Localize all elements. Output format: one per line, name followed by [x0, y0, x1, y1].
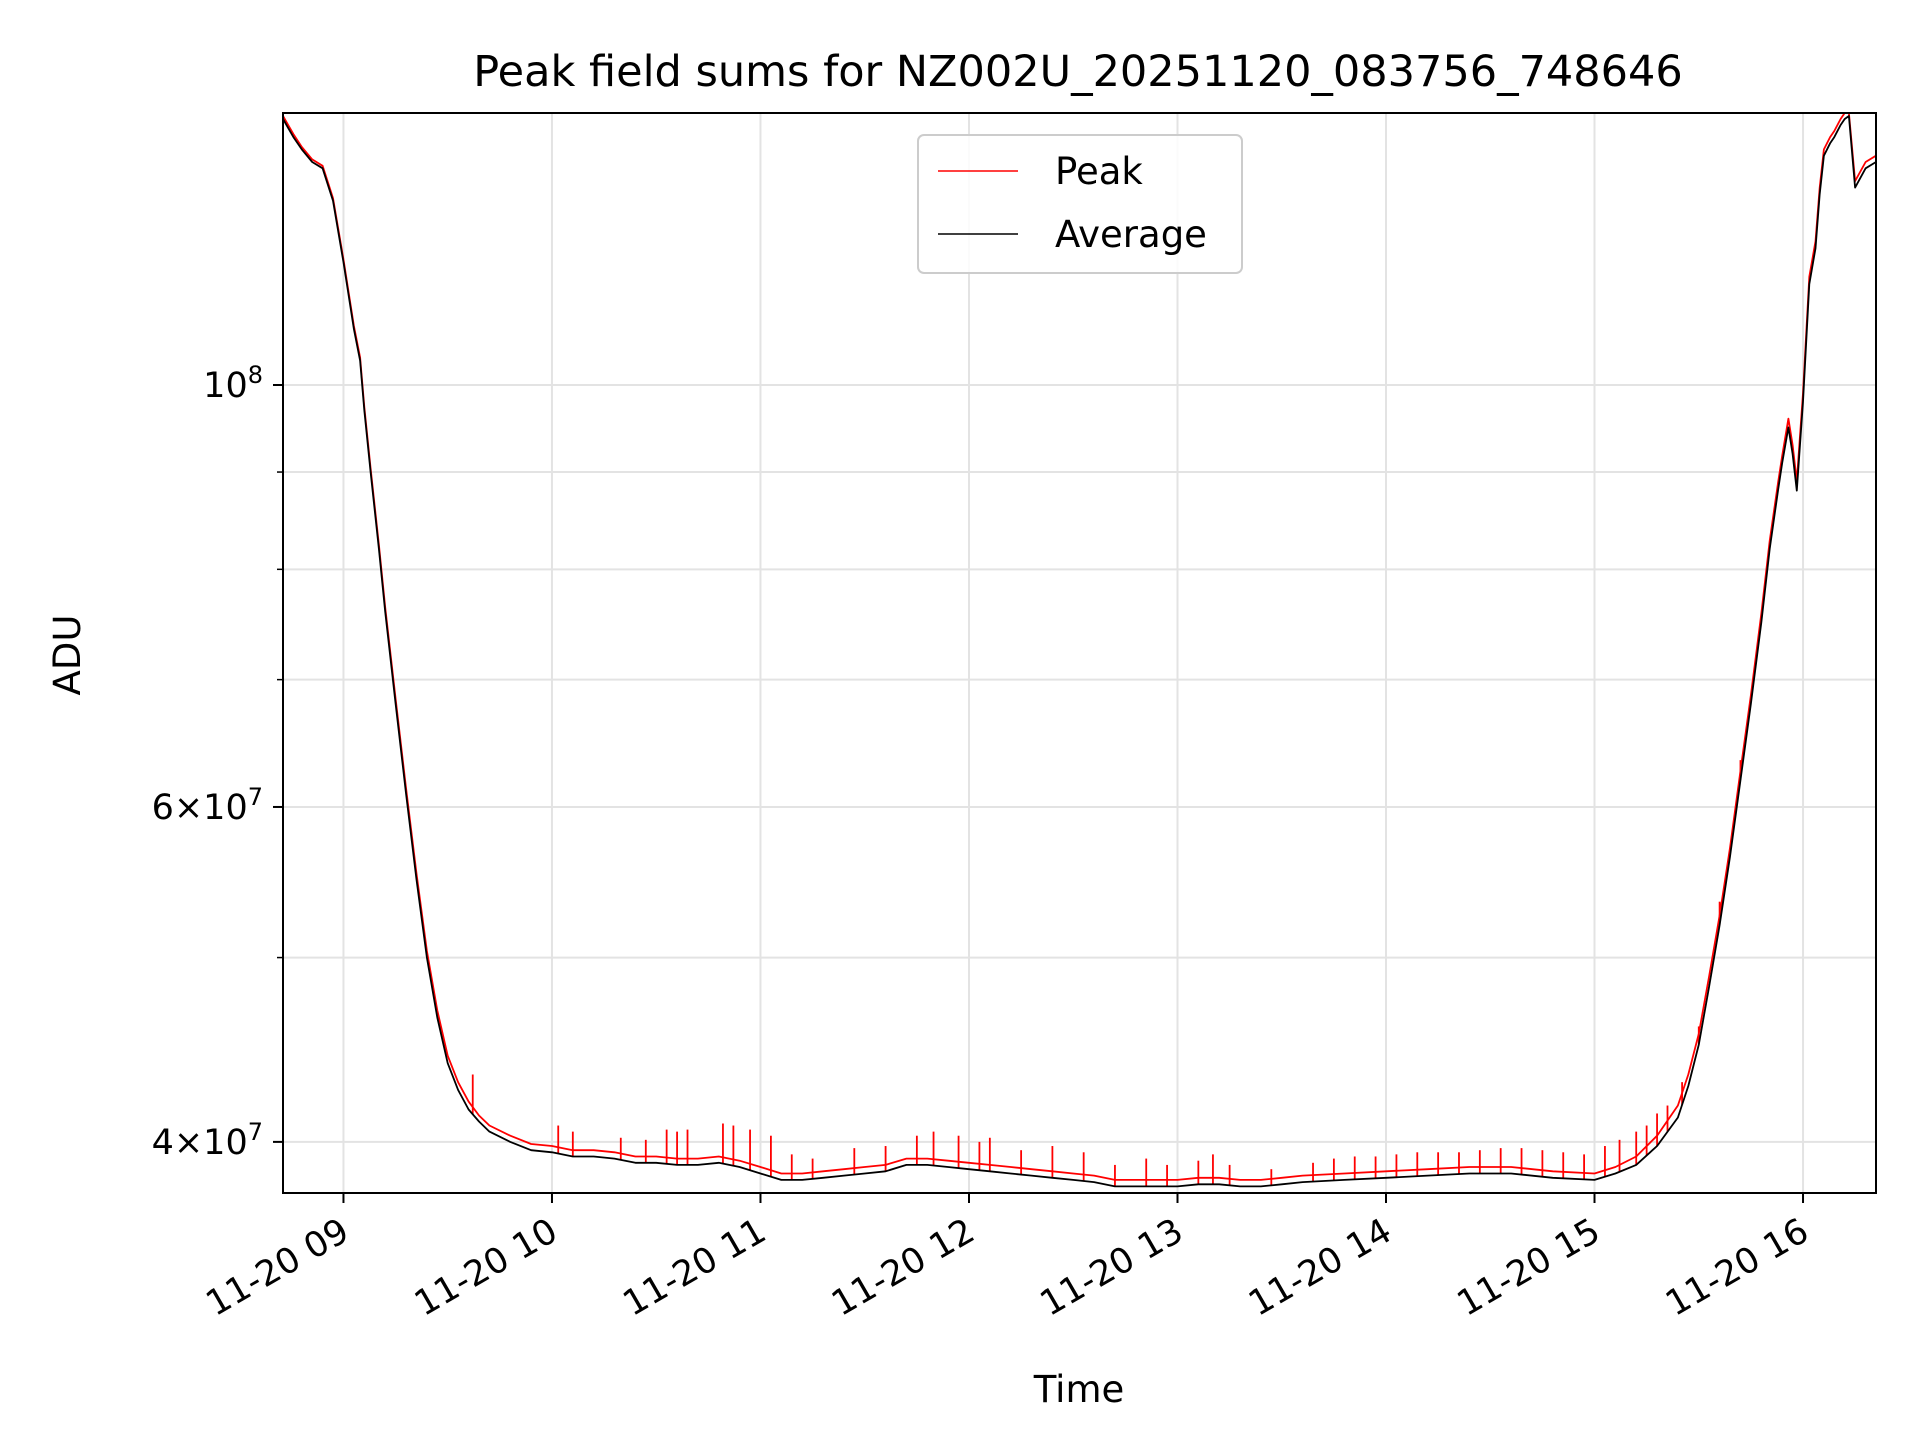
plot-frame	[282, 112, 1877, 1194]
series-layer	[283, 113, 1876, 1188]
series-line-peak	[283, 113, 1876, 1181]
legend: Peak Average	[917, 134, 1243, 274]
y-tick-label: 4×107	[152, 1118, 263, 1163]
y-tick-label: 6×107	[152, 783, 263, 828]
x-axis-title: Time	[1033, 1368, 1125, 1411]
legend-label-peak: Peak	[1055, 150, 1143, 193]
grid-lines	[283, 113, 1876, 1193]
y-tick-label: 108	[203, 361, 263, 406]
legend-box	[917, 134, 1243, 274]
y-axis-title: ADU	[46, 615, 89, 696]
series-line-average	[283, 115, 1876, 1188]
chart-title: Peak field sums for NZ002U_20251120_0837…	[473, 47, 1682, 97]
y-ticks: 4×107 6×107 108	[152, 361, 283, 1163]
legend-label-average: Average	[1055, 213, 1207, 256]
